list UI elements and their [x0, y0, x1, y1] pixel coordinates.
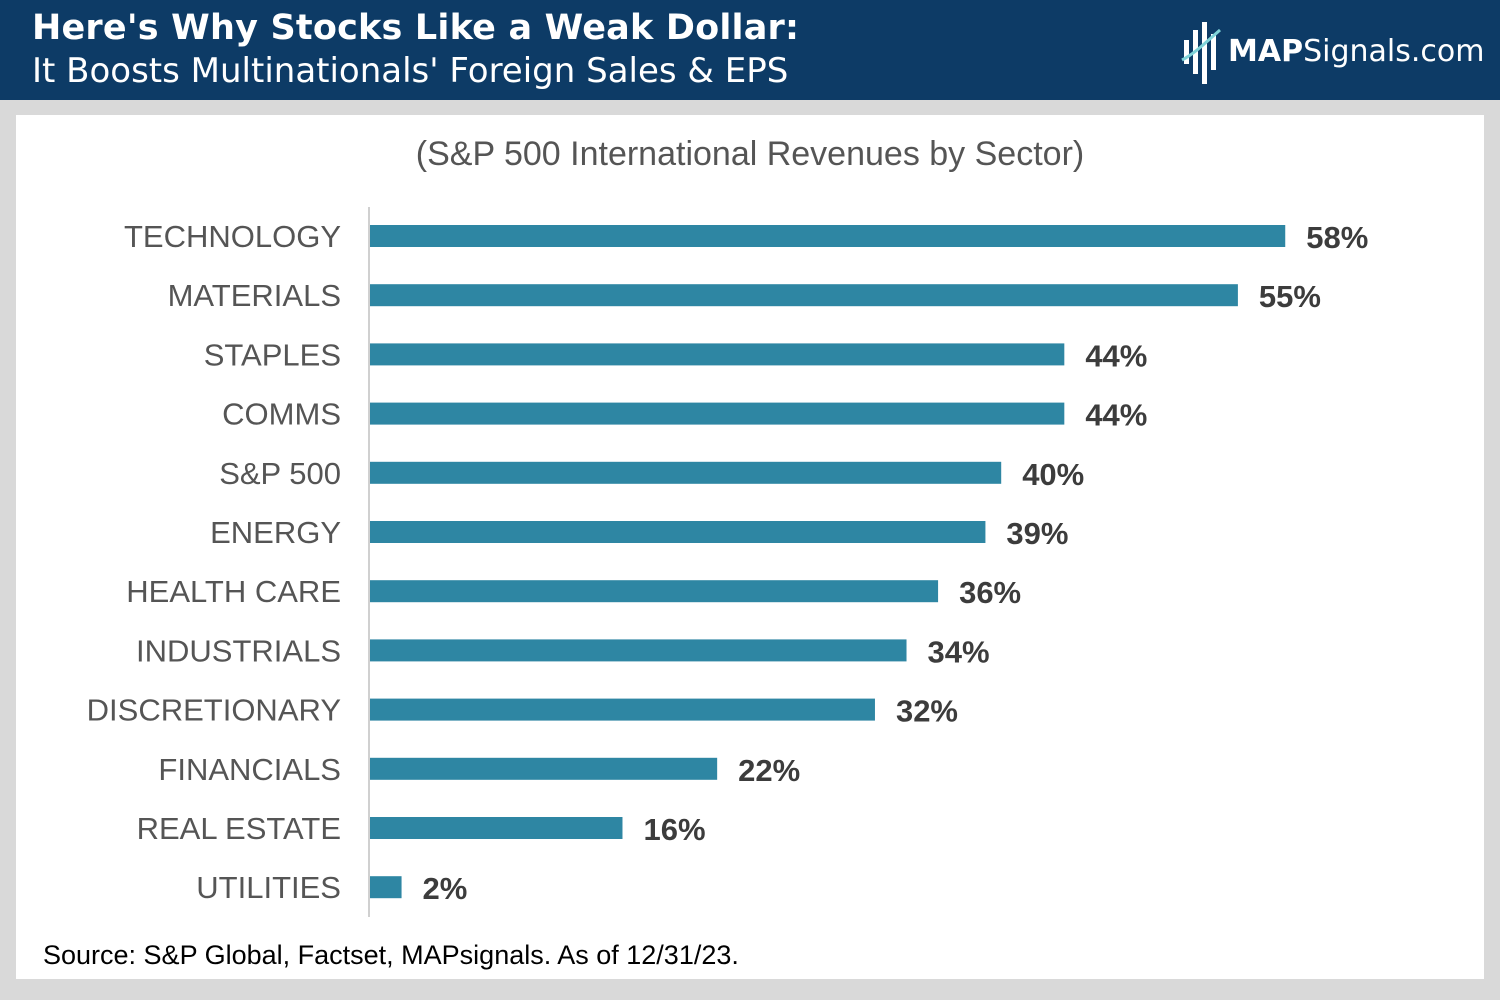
category-label-technology: TECHNOLOGY	[124, 219, 341, 254]
value-label-utilities: 2%	[423, 871, 468, 906]
bar-chart: TECHNOLOGY 58% MATERIALS 55% STAPLES 44% COMMS…	[87, 207, 1368, 917]
bar-technology[interactable]	[370, 225, 1286, 247]
mapsignals-logo-icon	[1181, 22, 1221, 84]
chart-panel: (S&P 500 International Revenues by Secto…	[16, 115, 1484, 979]
header-banner: Here's Why Stocks Like a Weak Dollar: It…	[0, 0, 1500, 100]
value-label-s-p-500: 40%	[1022, 457, 1084, 492]
bar-staples[interactable]	[370, 343, 1065, 366]
bar-utilities[interactable]	[370, 876, 402, 899]
headline-subtitle: It Boosts Multinationals' Foreign Sales …	[32, 51, 789, 91]
value-label-health-care: 36%	[959, 575, 1021, 610]
bar-industrials[interactable]	[370, 639, 907, 662]
source-note: Source: S&P Global, Factset, MAPsignals.…	[43, 940, 739, 970]
category-label-discretionary: DISCRETIONARY	[87, 693, 341, 728]
category-label-comms: COMMS	[222, 397, 341, 432]
category-label-financials: FINANCIALS	[158, 752, 341, 787]
value-label-industrials: 34%	[928, 634, 990, 669]
chart-title: (S&P 500 International Revenues by Secto…	[415, 135, 1085, 173]
value-label-comms: 44%	[1085, 398, 1147, 433]
value-label-energy: 39%	[1006, 516, 1068, 551]
value-label-materials: 55%	[1259, 279, 1321, 314]
bar-real-estate[interactable]	[370, 817, 623, 839]
headline-title: Here's Why Stocks Like a Weak Dollar:	[32, 8, 800, 48]
bar-financials[interactable]	[370, 757, 718, 780]
bar-comms[interactable]	[370, 402, 1065, 425]
value-label-staples: 44%	[1085, 338, 1147, 373]
category-label-energy: ENERGY	[210, 515, 341, 550]
category-label-utilities: UTILITIES	[196, 870, 341, 905]
category-label-health-care: HEALTH CARE	[126, 574, 341, 609]
category-label-materials: MATERIALS	[168, 278, 341, 313]
bar-discretionary[interactable]	[370, 698, 875, 721]
value-label-technology: 58%	[1306, 220, 1368, 255]
value-label-real-estate: 16%	[643, 812, 705, 847]
value-label-discretionary: 32%	[896, 694, 958, 729]
mapsignals-logo[interactable]: MAPSignals.com	[1180, 18, 1484, 86]
bar-s-p-500[interactable]	[370, 461, 1002, 484]
category-label-staples: STAPLES	[204, 337, 341, 372]
category-label-s-p-500: S&P 500	[219, 456, 341, 491]
category-label-industrials: INDUSTRIALS	[136, 633, 341, 668]
category-label-real-estate: REAL ESTATE	[137, 811, 341, 846]
bar-health-care[interactable]	[370, 580, 939, 603]
logo-text: MAPSignals.com	[1228, 34, 1485, 69]
bar-materials[interactable]	[370, 284, 1238, 307]
bar-energy[interactable]	[370, 521, 986, 543]
value-label-financials: 22%	[738, 753, 800, 788]
